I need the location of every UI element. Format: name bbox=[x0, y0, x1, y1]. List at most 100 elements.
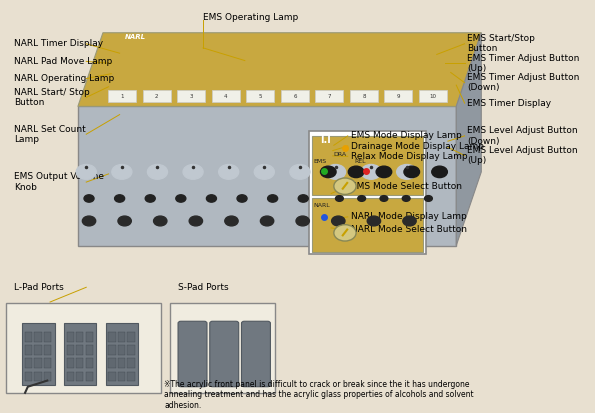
Text: 3: 3 bbox=[190, 94, 193, 99]
Circle shape bbox=[334, 178, 356, 195]
Text: ※The acrylic front panel is difficult to crack or break since the it has undergo: ※The acrylic front panel is difficult to… bbox=[164, 380, 474, 410]
Text: NARL Start/ Stop
Button: NARL Start/ Stop Button bbox=[14, 88, 90, 107]
Bar bbox=[246, 90, 274, 102]
Bar bbox=[127, 358, 134, 368]
Bar bbox=[67, 345, 74, 355]
Text: EMS Mode Select Button: EMS Mode Select Button bbox=[350, 182, 462, 191]
Text: EMS: EMS bbox=[313, 159, 327, 164]
Circle shape bbox=[376, 166, 392, 178]
Bar bbox=[312, 198, 423, 252]
Text: S-Pad Ports: S-Pad Ports bbox=[178, 283, 228, 292]
Bar bbox=[170, 303, 275, 393]
Circle shape bbox=[380, 196, 388, 202]
Bar bbox=[86, 372, 93, 381]
Bar bbox=[108, 90, 136, 102]
Bar bbox=[108, 358, 116, 368]
Circle shape bbox=[290, 164, 310, 179]
Text: 1: 1 bbox=[121, 94, 124, 99]
Text: 9: 9 bbox=[397, 94, 400, 99]
Bar bbox=[177, 90, 205, 102]
Circle shape bbox=[189, 216, 202, 226]
Polygon shape bbox=[78, 33, 481, 107]
Circle shape bbox=[82, 216, 96, 226]
Text: REL: REL bbox=[355, 159, 366, 164]
Circle shape bbox=[331, 216, 345, 226]
Bar bbox=[384, 90, 412, 102]
Bar bbox=[25, 372, 32, 381]
Circle shape bbox=[296, 216, 309, 226]
Text: Relax Mode Display Lamp: Relax Mode Display Lamp bbox=[350, 152, 467, 161]
Bar bbox=[64, 323, 96, 385]
Circle shape bbox=[334, 225, 356, 241]
Circle shape bbox=[403, 216, 416, 226]
Circle shape bbox=[361, 164, 381, 179]
Bar bbox=[350, 90, 378, 102]
Circle shape bbox=[183, 164, 203, 179]
Text: EMS Timer Display: EMS Timer Display bbox=[468, 99, 552, 108]
Circle shape bbox=[225, 216, 238, 226]
Bar bbox=[5, 303, 161, 393]
Bar bbox=[44, 372, 51, 381]
Text: NARL: NARL bbox=[313, 203, 330, 208]
Circle shape bbox=[432, 166, 447, 178]
Circle shape bbox=[118, 216, 131, 226]
Text: 6: 6 bbox=[293, 94, 297, 99]
Circle shape bbox=[237, 195, 247, 202]
Circle shape bbox=[84, 195, 94, 202]
Bar bbox=[86, 345, 93, 355]
Bar bbox=[76, 345, 83, 355]
Text: EMS Level Adjust Button
(Up): EMS Level Adjust Button (Up) bbox=[468, 146, 578, 165]
Text: DRA: DRA bbox=[333, 152, 346, 157]
Bar bbox=[76, 358, 83, 368]
Bar bbox=[22, 323, 55, 385]
Text: NARL: NARL bbox=[125, 34, 146, 40]
Circle shape bbox=[219, 164, 239, 179]
Bar bbox=[35, 332, 42, 342]
Text: I.I: I.I bbox=[320, 135, 331, 145]
Circle shape bbox=[358, 196, 365, 202]
Bar bbox=[35, 358, 42, 368]
Bar bbox=[78, 107, 456, 246]
Bar bbox=[118, 345, 125, 355]
Bar bbox=[118, 332, 125, 342]
Bar bbox=[67, 372, 74, 381]
Circle shape bbox=[397, 164, 416, 179]
Circle shape bbox=[336, 196, 343, 202]
FancyBboxPatch shape bbox=[242, 321, 270, 387]
Bar bbox=[76, 372, 83, 381]
Circle shape bbox=[176, 195, 186, 202]
Bar bbox=[25, 332, 32, 342]
Circle shape bbox=[348, 166, 364, 178]
Bar bbox=[108, 332, 116, 342]
Circle shape bbox=[321, 166, 336, 178]
Text: EMS Timer Adjust Button
(Up): EMS Timer Adjust Button (Up) bbox=[468, 54, 580, 73]
Bar bbox=[25, 345, 32, 355]
Bar bbox=[67, 332, 74, 342]
Circle shape bbox=[404, 166, 419, 178]
Bar bbox=[118, 358, 125, 368]
Text: NARL Set Count
Lamp: NARL Set Count Lamp bbox=[14, 125, 86, 144]
Circle shape bbox=[325, 164, 346, 179]
Circle shape bbox=[206, 195, 217, 202]
Bar bbox=[44, 358, 51, 368]
Bar bbox=[127, 332, 134, 342]
Circle shape bbox=[425, 196, 433, 202]
Text: NARL Mode Display Lamp: NARL Mode Display Lamp bbox=[350, 212, 466, 221]
Bar bbox=[127, 345, 134, 355]
Bar bbox=[118, 372, 125, 381]
Bar bbox=[67, 358, 74, 368]
Bar bbox=[86, 358, 93, 368]
Text: EMS Level Adjust Button
(Down): EMS Level Adjust Button (Down) bbox=[468, 126, 578, 145]
Circle shape bbox=[115, 195, 124, 202]
Circle shape bbox=[261, 216, 274, 226]
Bar bbox=[86, 332, 93, 342]
Text: 5: 5 bbox=[259, 94, 262, 99]
Bar bbox=[35, 345, 42, 355]
Circle shape bbox=[145, 195, 155, 202]
Bar bbox=[106, 323, 138, 385]
Bar bbox=[281, 90, 309, 102]
Text: NARL Mode Select Button: NARL Mode Select Button bbox=[350, 225, 466, 235]
Text: 4: 4 bbox=[224, 94, 228, 99]
Bar bbox=[44, 345, 51, 355]
Text: 8: 8 bbox=[362, 94, 366, 99]
